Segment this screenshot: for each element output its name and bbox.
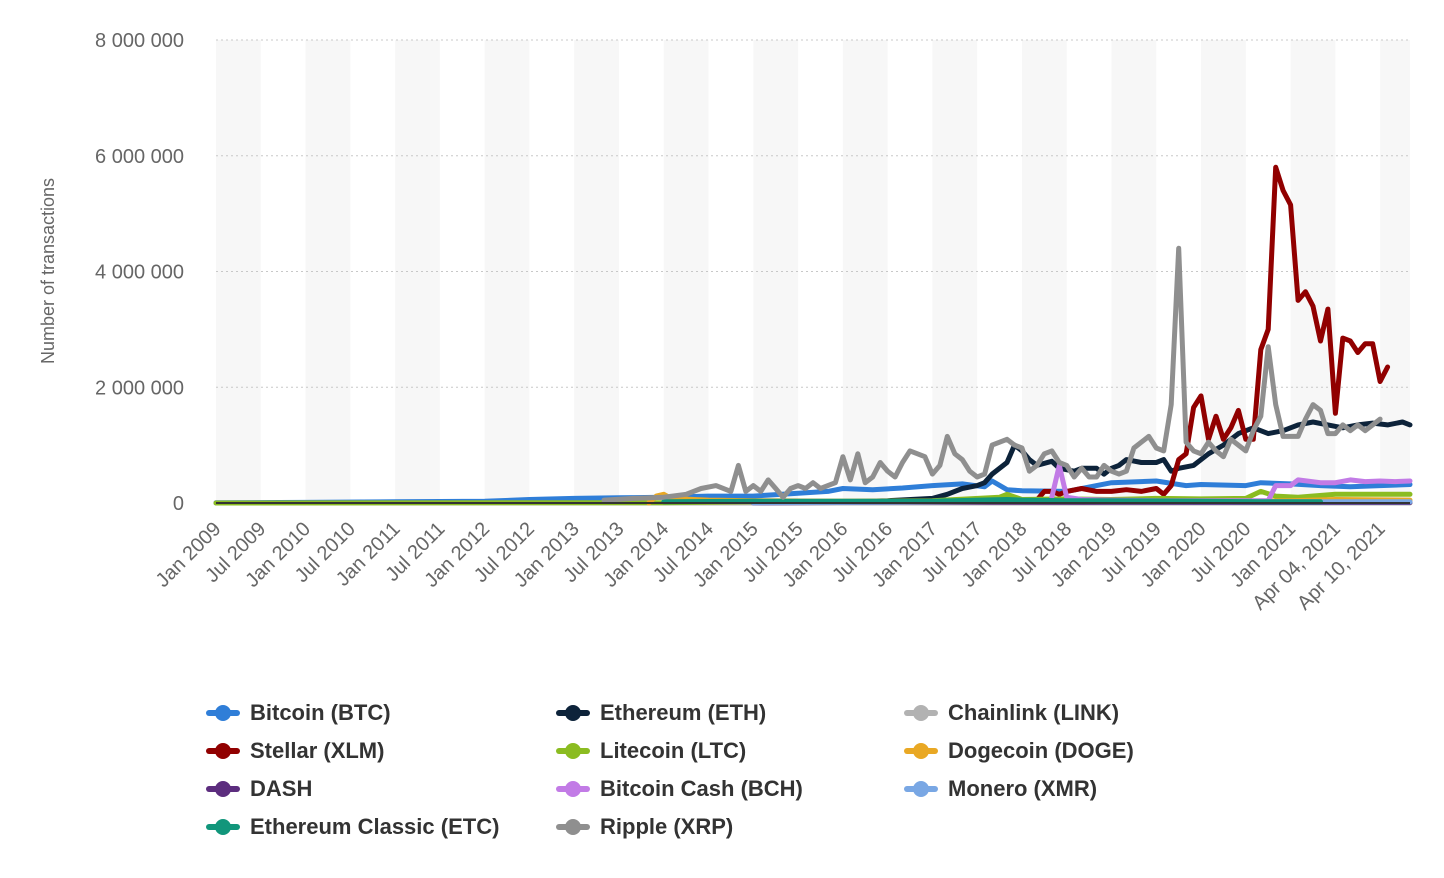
legend-label: Bitcoin Cash (BCH) — [600, 776, 803, 801]
legend-swatch — [206, 779, 240, 799]
line-chart: 0 2 000 000 4 000 000 6 000 000 8 000 000 Ja… — [38, 30, 1413, 615]
legend-label: DASH — [250, 776, 313, 801]
legend-label: Ethereum (ETH) — [600, 700, 767, 725]
y-tick-label: 6 000 000 — [95, 146, 184, 168]
legend-swatch — [904, 741, 938, 761]
series-line — [1034, 164, 1391, 503]
y-tick-label: 0 — [173, 493, 184, 515]
background-band — [1111, 40, 1157, 503]
background-band — [753, 40, 799, 503]
legend-label: Ethereum Classic (ETC) — [250, 814, 500, 839]
series-line — [661, 497, 1323, 505]
legend-item[interactable]: Ethereum (ETH) — [556, 695, 766, 731]
grid-lines — [216, 39, 1410, 388]
y-tick-label: 4 000 000 — [95, 262, 184, 284]
legend-label: Monero (XMR) — [948, 776, 1098, 801]
legend-item[interactable]: Litecoin (LTC) — [556, 733, 746, 769]
legend-item[interactable]: DASH — [206, 771, 312, 807]
legend-label: Litecoin (LTC) — [600, 738, 747, 763]
y-tick-label: 2 000 000 — [95, 377, 184, 399]
legend-label: Dogecoin (DOGE) — [948, 738, 1134, 763]
y-axis-label: Number of transactions — [38, 178, 58, 364]
background-band — [842, 40, 888, 503]
legend-label: Chainlink (LINK) — [948, 700, 1120, 725]
legend-item[interactable]: Stellar (XLM) — [206, 733, 384, 769]
background-band — [1021, 40, 1067, 503]
legend-swatch — [206, 741, 240, 761]
legend-swatch — [556, 779, 590, 799]
legend-item[interactable]: Dogecoin (DOGE) — [904, 733, 1134, 769]
legend-item[interactable]: Monero (XMR) — [904, 771, 1097, 807]
series-line — [213, 419, 1413, 506]
legend-swatch — [206, 817, 240, 837]
legend-label: Stellar (XLM) — [250, 738, 385, 763]
background-band — [932, 40, 978, 503]
legend-swatch — [556, 817, 590, 837]
legend-swatch — [904, 703, 938, 723]
legend-label: Ripple (XRP) — [600, 814, 734, 839]
legend-item[interactable]: Bitcoin (BTC) — [206, 695, 391, 731]
legend-swatch — [556, 741, 590, 761]
legend-label: Bitcoin (BTC) — [250, 700, 391, 725]
legend-item[interactable]: Ethereum Classic (ETC) — [206, 809, 499, 845]
series-line — [601, 245, 1383, 503]
legend-swatch — [556, 703, 590, 723]
y-tick-label: 8 000 000 — [95, 30, 184, 52]
legend-item[interactable]: Ripple (XRP) — [556, 809, 733, 845]
background-band — [1380, 40, 1410, 503]
background-band — [216, 40, 261, 503]
y-axis-ticks: 0 2 000 000 4 000 000 6 000 000 8 000 000 — [95, 30, 184, 515]
legend-swatch — [206, 703, 240, 723]
legend-swatch — [904, 779, 938, 799]
legend-item[interactable]: Bitcoin Cash (BCH) — [556, 771, 803, 807]
legend-item[interactable]: Chainlink (LINK) — [904, 695, 1119, 731]
